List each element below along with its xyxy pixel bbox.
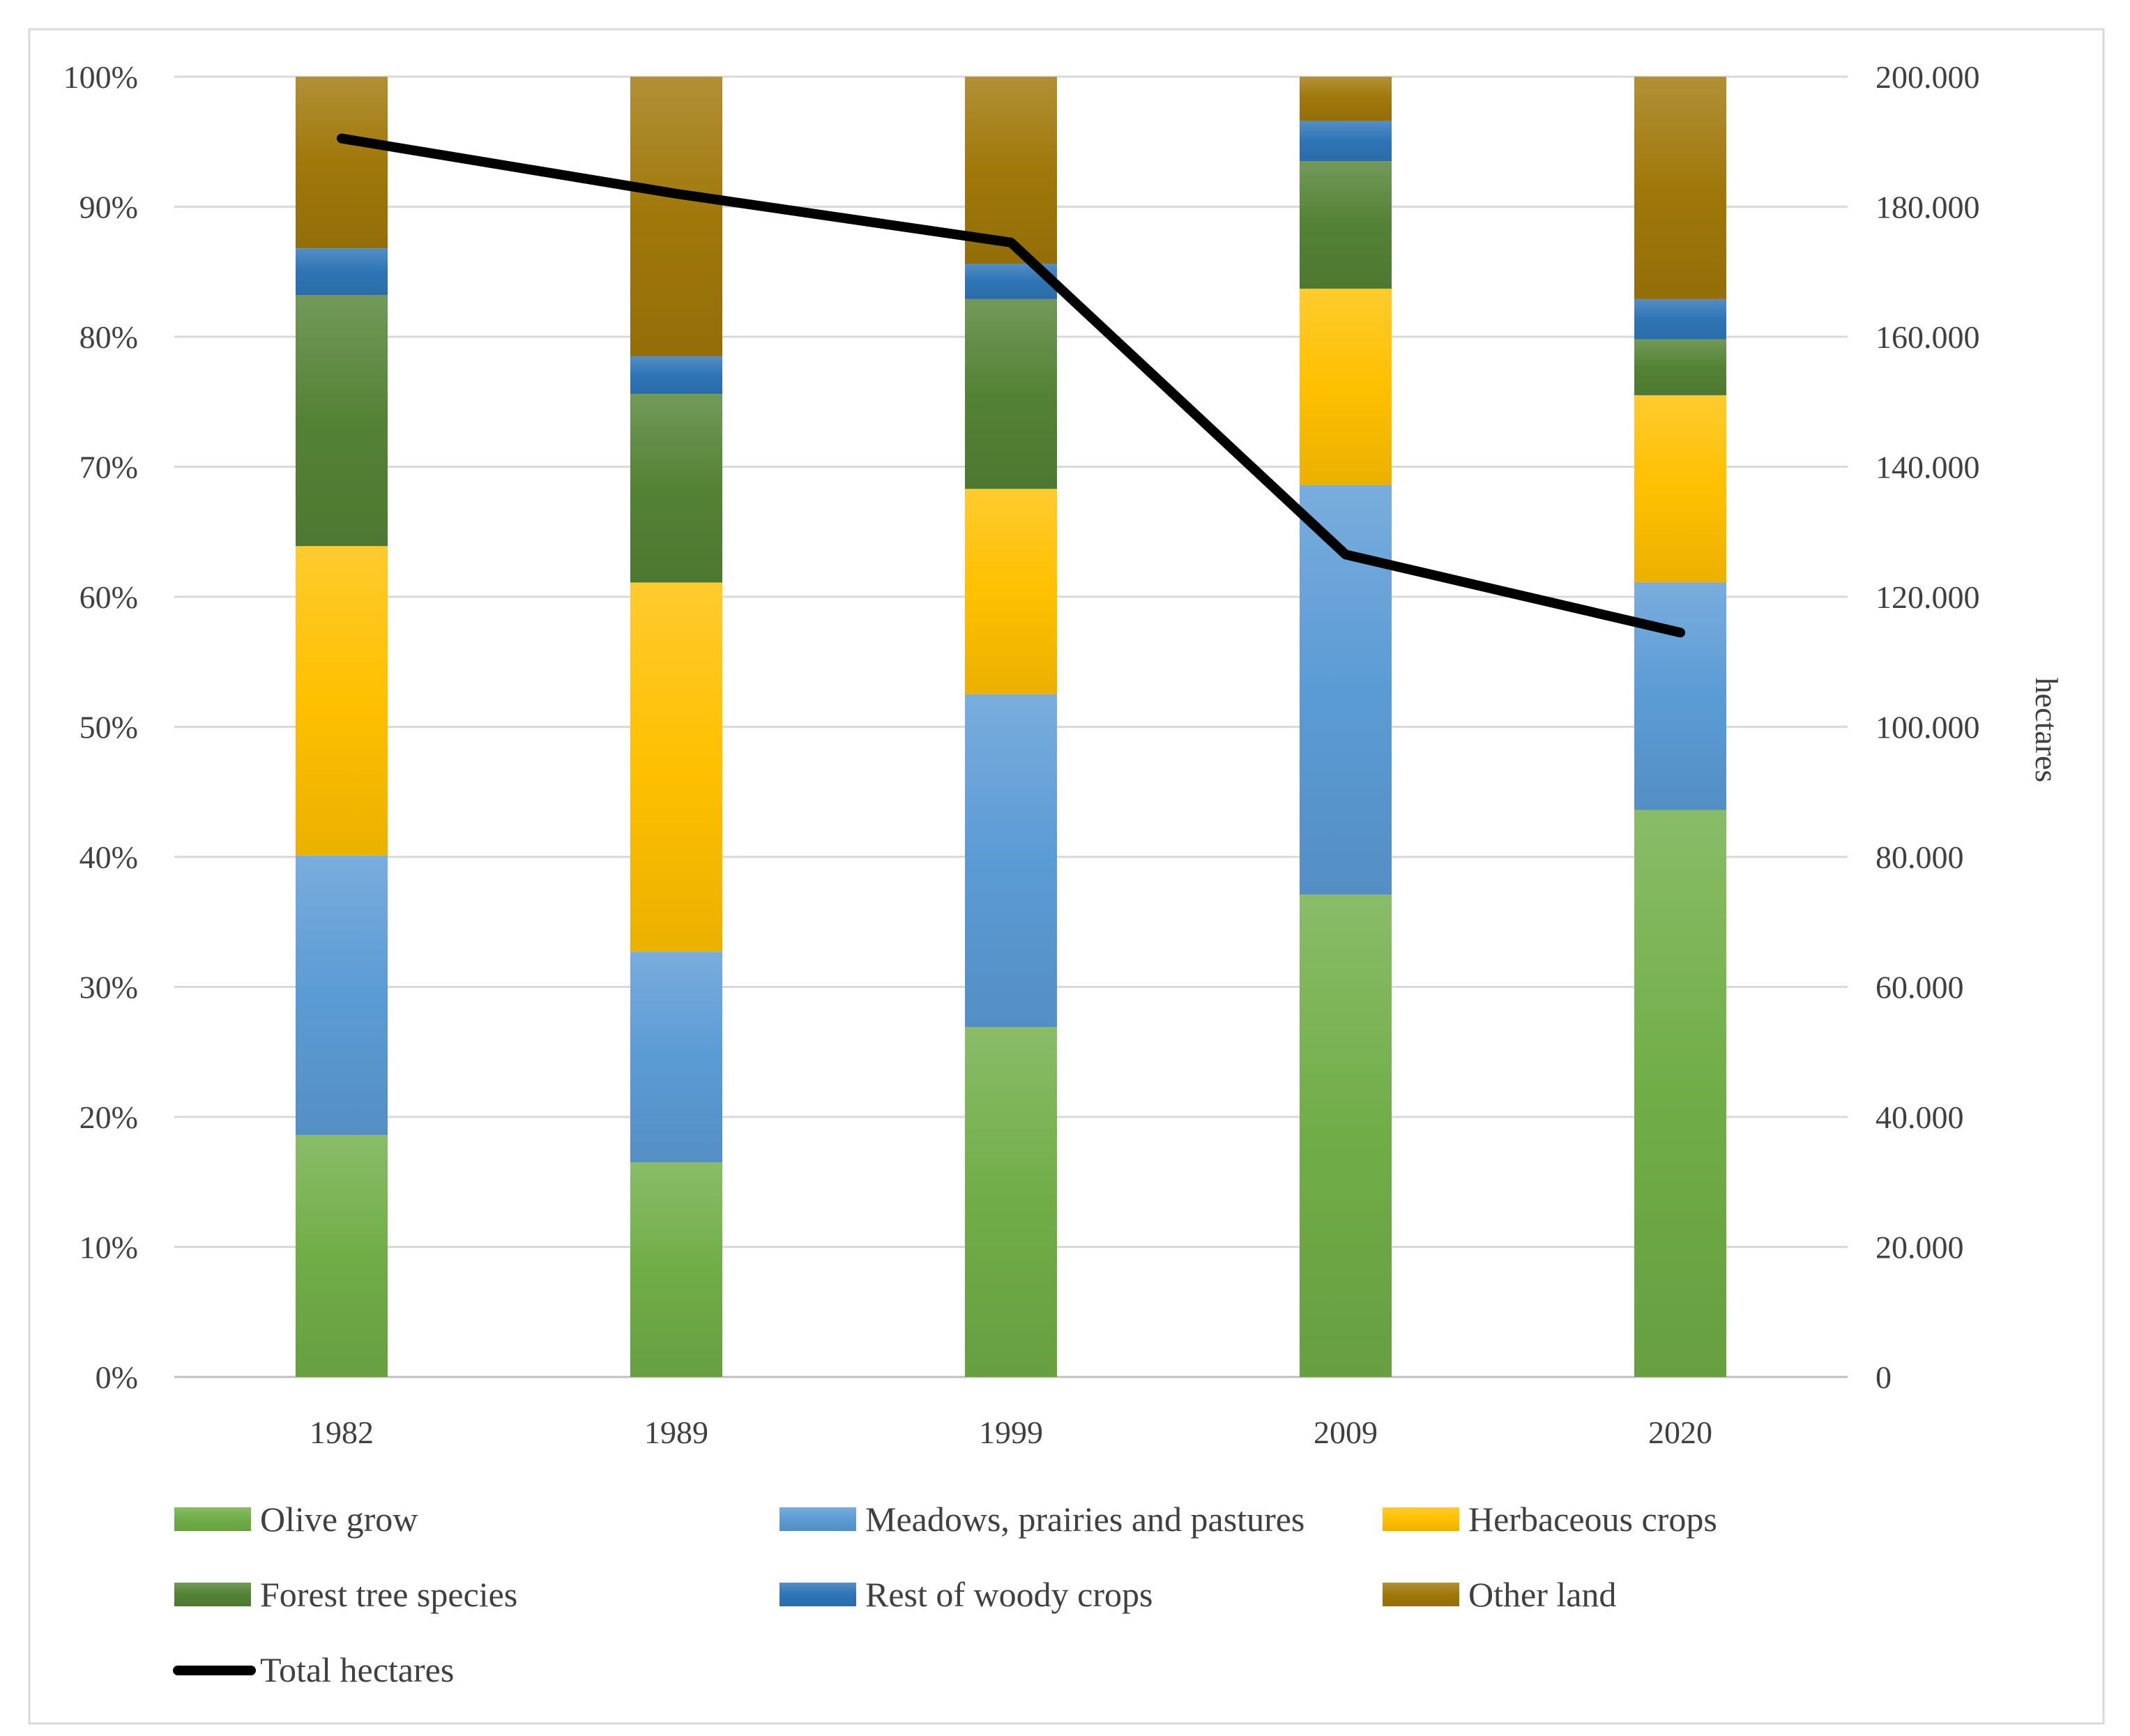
legend-label: Total hectares (260, 1650, 454, 1689)
bar-segment (965, 694, 1057, 1028)
bar-segment (296, 77, 388, 249)
bar-segment (1300, 485, 1392, 895)
right-tick-label: 20.000 (1876, 1230, 1964, 1265)
left-tick-label: 50% (79, 710, 138, 745)
legend-label: Olive grow (260, 1500, 418, 1539)
legend-label: Herbaceous crops (1468, 1500, 1717, 1539)
legend-label: Other land (1468, 1575, 1616, 1614)
bar-segment (1634, 809, 1726, 1377)
right-tick-label: 40.000 (1876, 1099, 1964, 1135)
right-tick-label: 120.000 (1876, 579, 1980, 615)
legend-swatch (174, 1583, 251, 1606)
legend-swatch (779, 1507, 856, 1531)
bar-segment (1300, 77, 1392, 121)
bars (296, 77, 1726, 1377)
right-tick-label: 180.000 (1876, 190, 1980, 225)
bar-segment (965, 1027, 1057, 1377)
legend-item: Other land (1383, 1575, 1616, 1614)
left-axis-ticks: 0% 10% 20% 30% 40% 50% 60% 70% 80% 90% 100% (63, 59, 138, 1395)
bar-segment (965, 489, 1057, 694)
bar-segment (630, 394, 722, 583)
legend-label: Forest tree species (260, 1575, 517, 1614)
bar-segment (1634, 395, 1726, 583)
right-tick-label: 200.000 (1876, 59, 1980, 95)
bar-segment (296, 546, 388, 856)
right-tick-label: 100.000 (1876, 710, 1980, 745)
x-tick-label: 2020 (1648, 1415, 1712, 1450)
left-tick-label: 90% (79, 190, 138, 225)
right-tick-label: 0 (1876, 1360, 1892, 1395)
legend-label: Meadows, prairies and pastures (865, 1500, 1304, 1539)
right-tick-label: 60.000 (1876, 970, 1964, 1005)
total-line (337, 133, 1685, 638)
bar-segment (965, 77, 1057, 264)
right-tick-label: 80.000 (1876, 839, 1964, 875)
left-tick-label: 0% (96, 1360, 138, 1395)
bar-segment (296, 295, 388, 547)
bar-segment (1300, 894, 1392, 1377)
x-tick-label: 2009 (1314, 1415, 1378, 1450)
legend-item: Herbaceous crops (1383, 1500, 1717, 1539)
left-tick-label: 100% (63, 59, 138, 95)
bar-segment (630, 1162, 722, 1377)
legend-item: Meadows, prairies and pastures (779, 1500, 1304, 1539)
bar-segment (630, 356, 722, 395)
right-axis-title: hectares (2029, 678, 2064, 783)
bar-segment (296, 248, 388, 296)
legend-swatch (779, 1583, 856, 1606)
left-tick-label: 20% (79, 1099, 138, 1135)
x-axis-ticks: 1982 1989 1999 2009 2020 (310, 1415, 1712, 1450)
x-tick-label: 1999 (979, 1415, 1043, 1450)
total-hectares-line (337, 133, 1685, 638)
bar-segment (1634, 77, 1726, 299)
bar-segment (1300, 288, 1392, 485)
legend-swatch (1383, 1583, 1459, 1606)
x-tick-label: 1989 (644, 1415, 708, 1450)
right-axis-ticks: 0 20.000 40.000 60.000 80.000 100.000 120.000 1… (1876, 59, 1980, 1395)
bar-segment (1300, 161, 1392, 289)
legend-swatch (1383, 1507, 1459, 1531)
legend-swatch (174, 1507, 251, 1531)
bar-segment (296, 855, 388, 1136)
bar-segment (630, 582, 722, 952)
legend-item: Forest tree species (174, 1575, 517, 1614)
legend-label: Rest of woody crops (865, 1575, 1153, 1614)
x-tick-label: 1982 (310, 1415, 374, 1450)
bar-segment (1634, 582, 1726, 810)
right-tick-label: 160.000 (1876, 319, 1980, 355)
left-tick-label: 40% (79, 839, 138, 875)
right-tick-label: 140.000 (1876, 450, 1980, 485)
legend-item: Olive grow (174, 1500, 418, 1539)
bar-segment (1634, 298, 1726, 340)
bar-segment (1300, 121, 1392, 162)
bar-segment (296, 1135, 388, 1377)
legend-item: Total hectares (173, 1650, 454, 1689)
bar-segment (630, 77, 722, 356)
left-tick-label: 10% (79, 1230, 138, 1265)
left-tick-label: 70% (79, 450, 138, 485)
bar-segment (1634, 339, 1726, 395)
left-tick-label: 60% (79, 579, 138, 615)
bar-segment (965, 298, 1057, 489)
left-tick-label: 30% (79, 970, 138, 1005)
left-tick-label: 80% (79, 319, 138, 355)
bar-segment (630, 952, 722, 1163)
legend: Olive grow Meadows, prairies and pastures… (173, 1500, 1717, 1689)
legend-item: Rest of woody crops (779, 1575, 1153, 1614)
